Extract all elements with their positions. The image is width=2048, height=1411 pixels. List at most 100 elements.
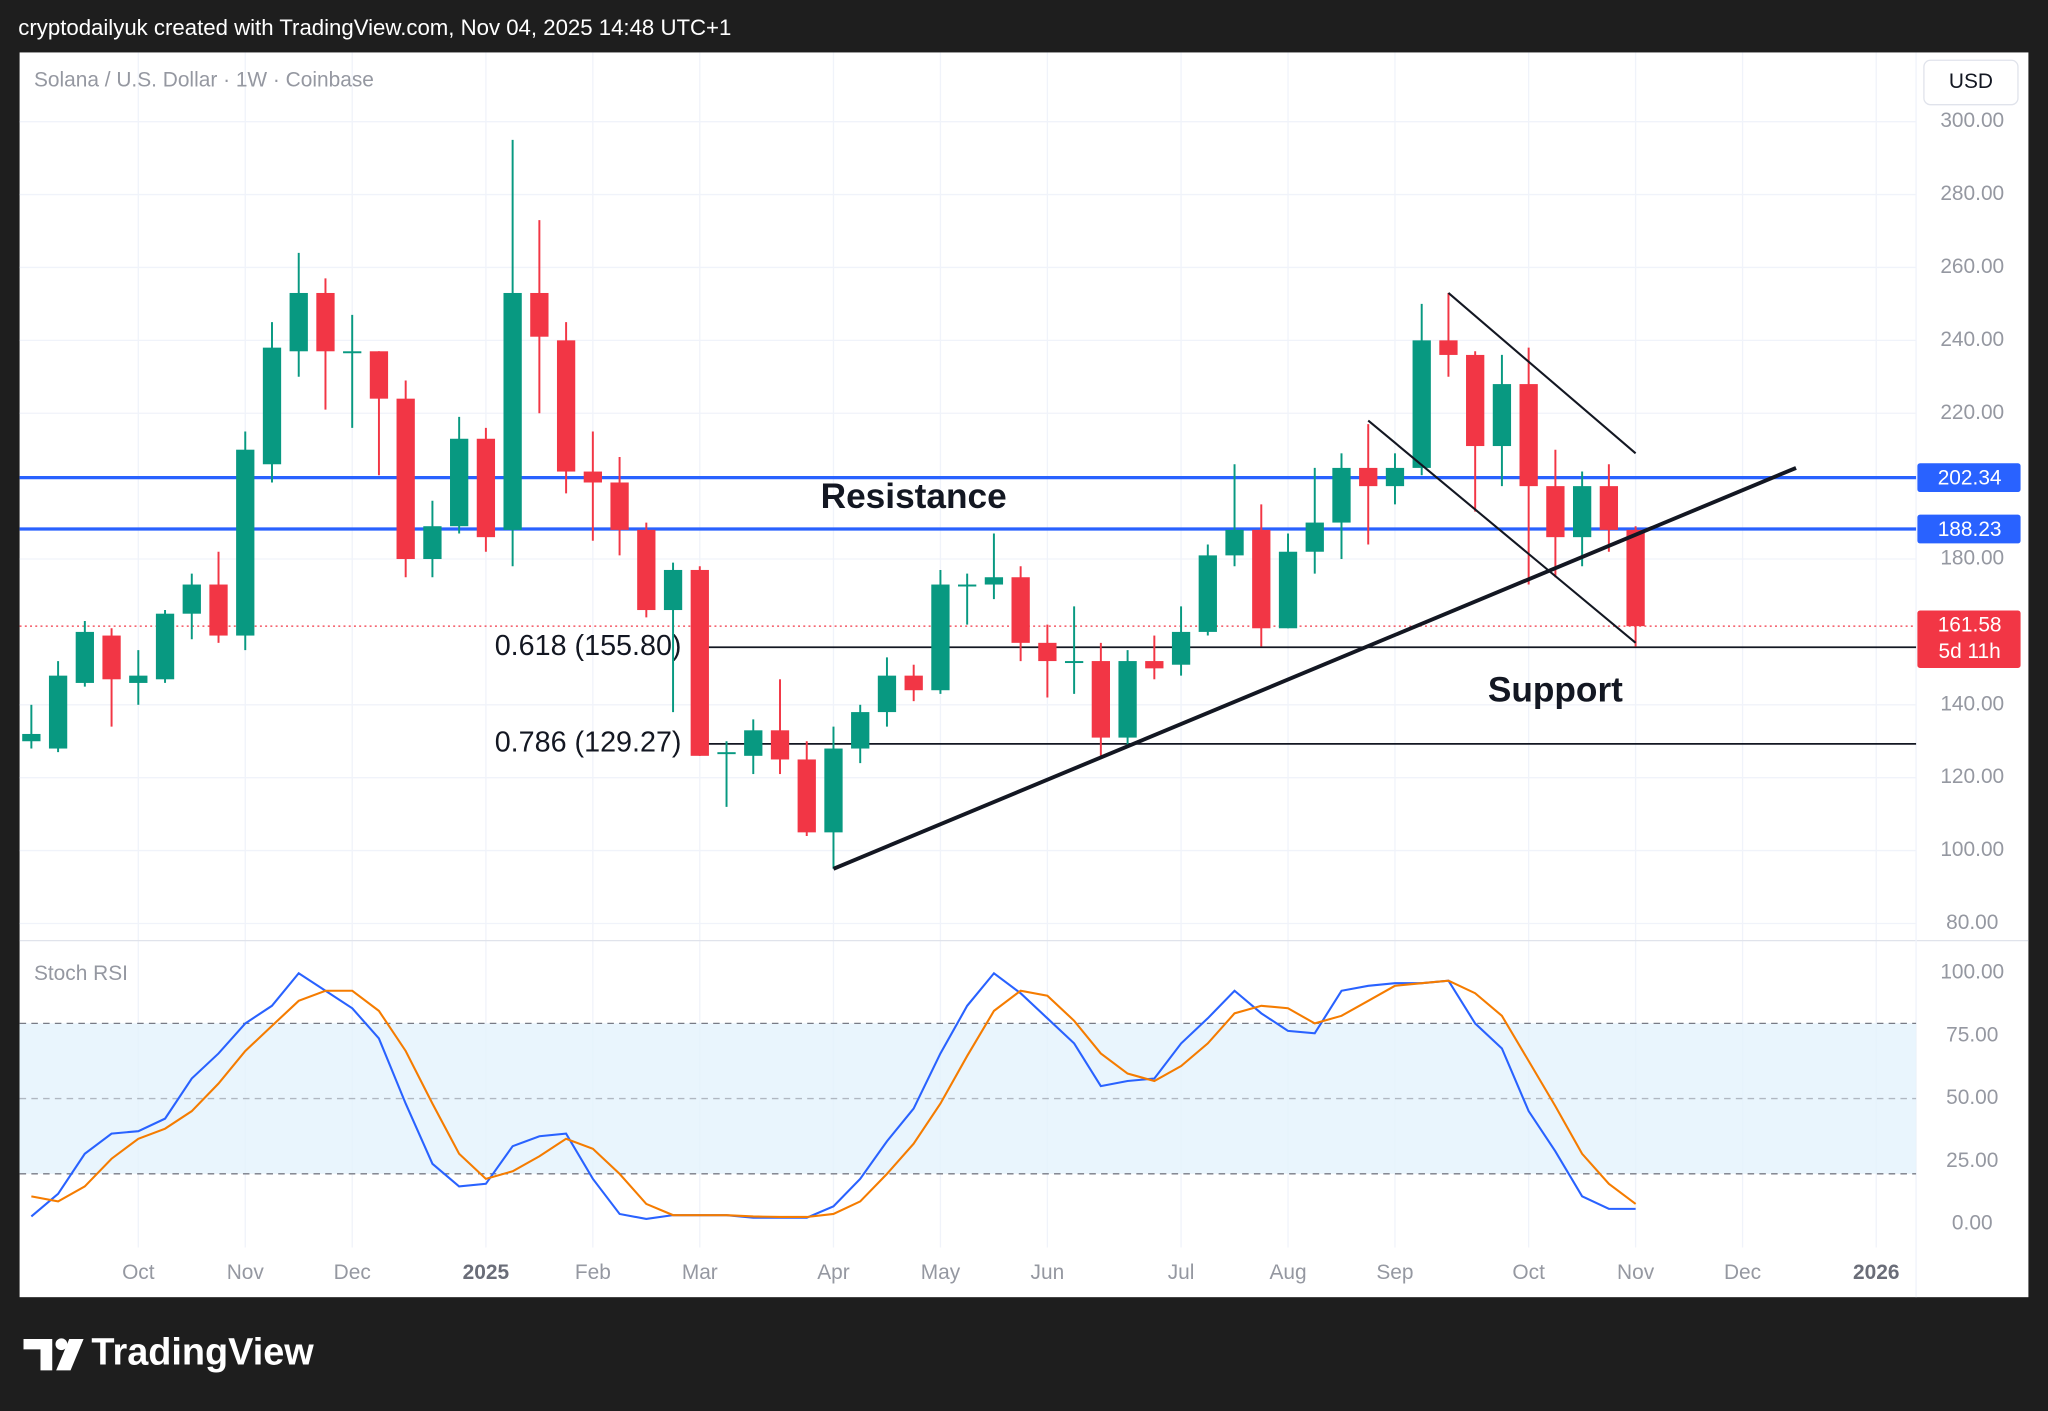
annotation: Support	[1488, 670, 1623, 709]
fib-label: 0.786 (129.27)	[495, 727, 682, 759]
candle-body	[958, 584, 977, 587]
last-price-label: 161.58	[1938, 614, 2002, 637]
logo-mark	[56, 1338, 84, 1371]
candle-body	[1385, 467, 1405, 487]
candle-body	[369, 351, 389, 399]
candle-body	[423, 526, 442, 560]
fib-label: 0.618 (155.80)	[495, 630, 682, 662]
candle-body	[904, 675, 923, 691]
x-tick-label: Mar	[682, 1261, 718, 1284]
candle-body	[530, 292, 549, 337]
candle-body	[824, 748, 843, 833]
candle-body	[343, 351, 362, 354]
trendline	[832, 466, 1797, 871]
y-tick-label: 260.00	[1940, 255, 2004, 278]
candle-body	[236, 449, 255, 636]
candle-body	[1118, 661, 1137, 738]
candle-body	[610, 482, 629, 530]
candle-body	[1171, 631, 1191, 665]
y-tick-label: 0.00	[1952, 1211, 1993, 1234]
y-tick-label: 220.00	[1940, 401, 2004, 424]
candle-body	[1305, 522, 1324, 552]
candle-body	[1091, 661, 1110, 738]
candle-body	[744, 730, 763, 756]
trendline	[1447, 292, 1637, 455]
x-tick-label: Feb	[575, 1261, 611, 1284]
candle-body	[1492, 384, 1512, 447]
y-tick-label: 240.00	[1940, 328, 2004, 351]
candle-body	[129, 675, 148, 683]
candle-body	[155, 613, 175, 680]
candle-body	[262, 347, 282, 465]
oscillator-line	[31, 979, 1637, 1219]
candle-body	[396, 398, 415, 560]
candle-body	[209, 584, 228, 636]
y-tick-label: 100.00	[1940, 961, 2004, 984]
x-tick-label: Jul	[1168, 1261, 1195, 1284]
trendline	[1367, 419, 1637, 644]
y-tick-label: 75.00	[1946, 1023, 1998, 1046]
footer-brand: TradingView	[91, 1332, 314, 1374]
x-tick-label: 2025	[463, 1261, 510, 1284]
candle-body	[851, 712, 870, 749]
x-tick-label: Nov	[1617, 1261, 1655, 1284]
candle-body	[1546, 486, 1565, 538]
candle-body	[75, 631, 94, 683]
candle-body	[1145, 661, 1164, 669]
candle-body	[1198, 555, 1217, 632]
candle-body	[476, 438, 496, 538]
candle-body	[1332, 467, 1351, 523]
candle-body	[1225, 529, 1244, 556]
oscillator-line	[30, 971, 1636, 1220]
candle-body	[289, 292, 308, 352]
candle-body	[1626, 529, 1645, 627]
x-tick-label: 2026	[1853, 1261, 1899, 1284]
candle-body	[583, 471, 602, 483]
price-tag	[1917, 514, 2021, 544]
x-tick-label: Oct	[122, 1261, 155, 1284]
price-tag-label: 188.23	[1938, 518, 2002, 541]
candle-body	[1359, 467, 1378, 487]
x-tick-label: May	[921, 1261, 961, 1284]
candle-body	[22, 733, 41, 742]
candle-body	[556, 340, 576, 472]
y-tick-label: 80.00	[1946, 911, 1998, 934]
candle-body	[1412, 340, 1431, 468]
x-tick-label: Dec	[334, 1261, 371, 1284]
candle-body	[1599, 486, 1619, 530]
y-tick-label: 140.00	[1940, 692, 2004, 715]
candle-body	[1038, 642, 1057, 662]
candle-body	[48, 675, 68, 749]
candle-body	[877, 675, 897, 713]
plot: Oct Nov Dec 2025 Feb Mar Apr May Jun Jul Aug Sep Oct…	[19, 52, 2029, 1298]
candle-body	[1252, 529, 1271, 629]
x-tick-label: Dec	[1724, 1261, 1761, 1284]
candle-body	[1519, 384, 1538, 487]
candle-body	[931, 584, 950, 691]
y-tick-label: 50.00	[1946, 1086, 1998, 1109]
candle-body	[1011, 577, 1030, 643]
y-tick-label: 300.00	[1940, 109, 2004, 132]
x-tick-label: Aug	[1269, 1261, 1306, 1284]
header-caption: cryptodailyuk created with TradingView.c…	[18, 15, 731, 40]
countdown-label: 5d 11h	[1938, 640, 2000, 663]
logo-mark	[23, 1338, 53, 1371]
candle-body	[770, 730, 790, 760]
y-tick-label: 280.00	[1940, 182, 2004, 205]
last-price-tag	[1917, 610, 2021, 668]
y-tick-label: 120.00	[1940, 765, 2004, 788]
logo-mark	[55, 1338, 68, 1351]
candle-body	[316, 292, 335, 352]
candle-body	[503, 292, 522, 530]
x-tick-label: Apr	[817, 1261, 850, 1284]
x-tick-label: Sep	[1376, 1261, 1413, 1284]
currency-button[interactable]	[1923, 59, 2019, 106]
currency-label[interactable]: USD	[1949, 70, 1993, 93]
candle-body	[637, 529, 656, 611]
candle-body	[182, 584, 201, 614]
candle-body	[1439, 340, 1458, 355]
candle-body	[1466, 354, 1485, 447]
candle-body	[102, 635, 121, 680]
x-tick-label: Nov	[227, 1261, 265, 1284]
